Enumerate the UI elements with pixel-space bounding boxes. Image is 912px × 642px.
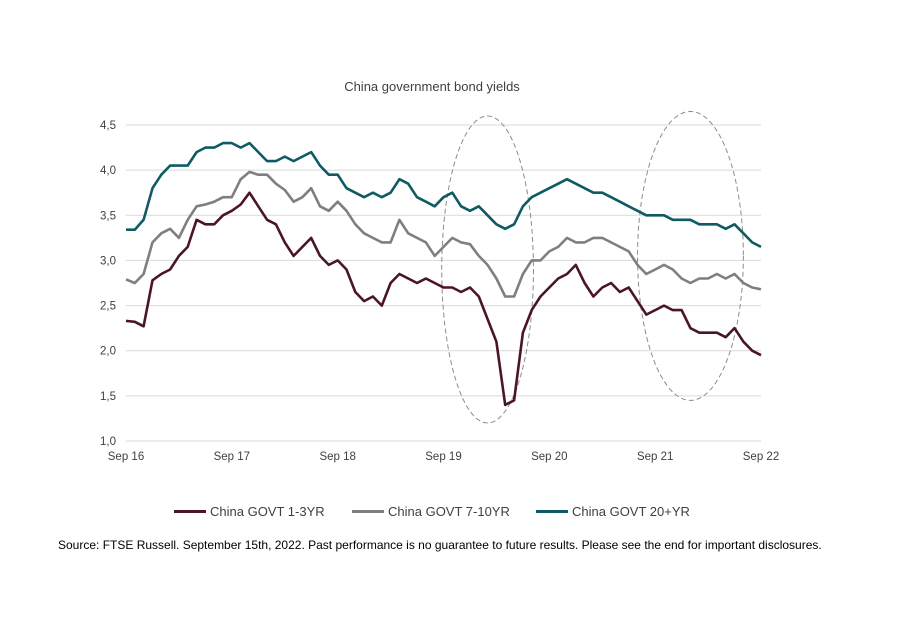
- series-lines: [125, 141, 762, 407]
- legend-swatch-1-3yr: [174, 509, 206, 513]
- y-axis-tick-labels: 1,0 1,5 2,0 2,5 3,0 3,5 4,0 4,5: [100, 120, 116, 448]
- chart-title: China government bond yields: [344, 79, 520, 94]
- x-tick-label: Sep 20: [531, 451, 567, 463]
- legend-swatch-7-10yr: [352, 509, 384, 513]
- x-tick-label: Sep 19: [425, 451, 461, 463]
- x-tick-label: Sep 21: [637, 451, 673, 463]
- y-tick-label: 2,5: [100, 301, 116, 313]
- legend-item-7-10yr: China GOVT 7-10YR: [352, 500, 510, 522]
- legend-label-20yr: China GOVT 20+YR: [572, 503, 690, 519]
- legend-label-7-10yr: China GOVT 7-10YR: [388, 503, 510, 519]
- y-tick-label: 4,0: [100, 165, 116, 177]
- x-axis-tick-labels: Sep 16 Sep 17 Sep 18 Sep 19 Sep 20 Sep 21 Sep …: [108, 451, 779, 463]
- line-series-20yr: [126, 141, 762, 249]
- y-tick-label: 3,5: [100, 210, 116, 222]
- x-tick-label: Sep 22: [743, 451, 779, 463]
- legend-label-1-3yr: China GOVT 1-3YR: [210, 503, 325, 519]
- legend-item-20yr: China GOVT 20+YR: [536, 500, 690, 522]
- line-chart: China government bond yields 1,0 1,5 2,0 2,…: [100, 79, 779, 463]
- legend-swatch-20yr: [536, 509, 568, 513]
- x-tick-label: Sep 17: [214, 451, 250, 463]
- x-tick-label: Sep 18: [319, 451, 355, 463]
- y-tick-label: 2,0: [100, 346, 116, 358]
- legend-item-1-3yr: China GOVT 1-3YR: [174, 500, 325, 522]
- line-series-7-10yr: [125, 170, 762, 298]
- source-note: Source: FTSE Russell. September 15th, 20…: [58, 538, 822, 552]
- y-tick-label: 1,5: [100, 391, 116, 403]
- annotation-ellipse: [637, 110, 744, 401]
- x-tick-label: Sep 16: [108, 451, 144, 463]
- chart-legend: China GOVT 1-3YR China GOVT 7-10YR China…: [0, 500, 912, 522]
- annotation-ellipse: [441, 115, 534, 424]
- annotation-ellipses: [441, 110, 744, 424]
- y-tick-label: 1,0: [100, 436, 116, 448]
- gridlines: [126, 124, 761, 442]
- y-tick-label: 3,0: [100, 255, 116, 267]
- line-series-1-3yr: [125, 191, 762, 407]
- y-tick-label: 4,5: [100, 120, 116, 132]
